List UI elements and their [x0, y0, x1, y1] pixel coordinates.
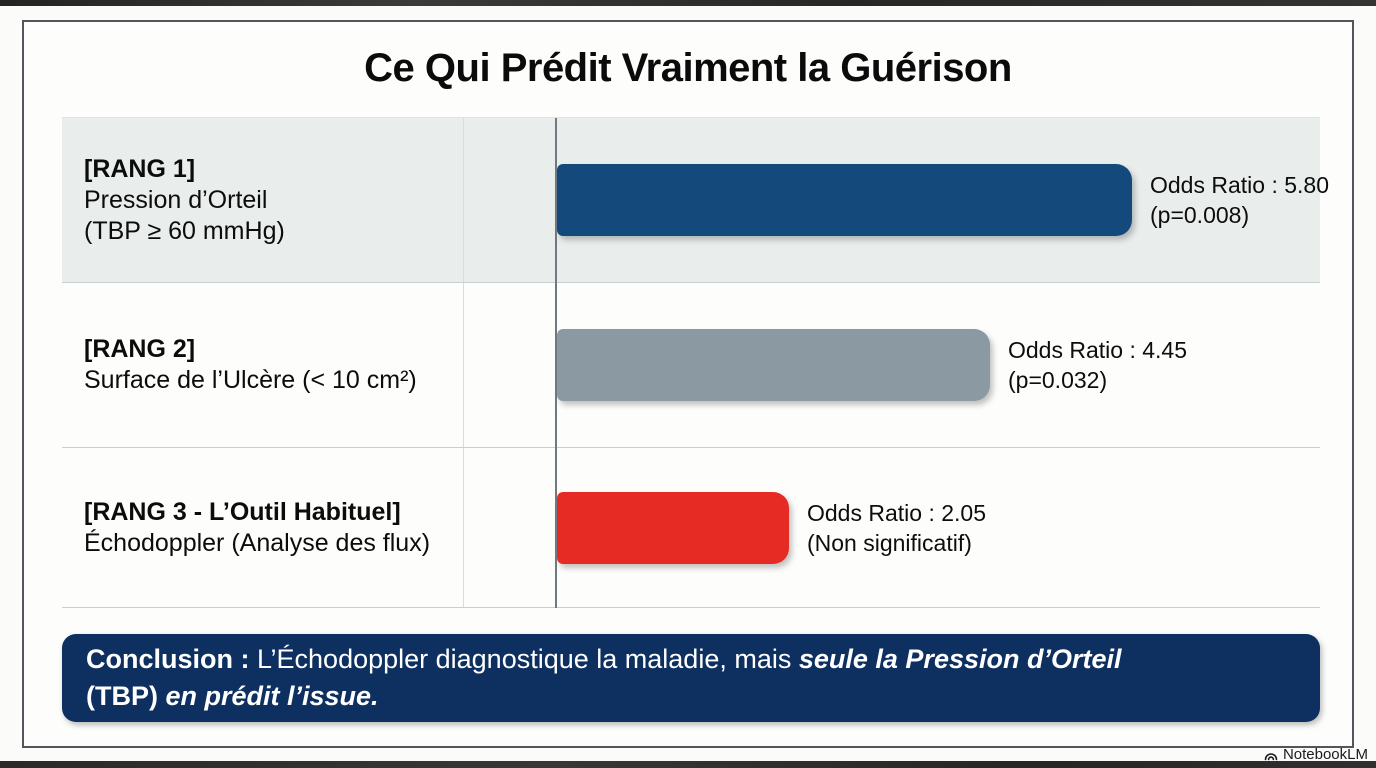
- row-1-value-label: Odds Ratio : 5.80 (p=0.008): [1150, 170, 1329, 230]
- row-3-plot-area: Odds Ratio : 2.05 (Non significatif): [464, 448, 1320, 607]
- row-1-name-line-1: Pression d’Orteil: [84, 185, 268, 214]
- row-1-bar: [557, 164, 1132, 236]
- watermark-label: NotebookLM: [1282, 746, 1368, 763]
- row-2-rank: [RANG 2]: [84, 335, 196, 363]
- row-2-significance: (p=0.032): [1008, 367, 1108, 393]
- conclusion-line-1: Conclusion : L’Échodoppler diagnostique …: [86, 644, 1122, 674]
- row-3-bar: [557, 491, 789, 564]
- chart-baseline-axis: [555, 118, 557, 608]
- row-2-plot-area: Odds Ratio : 4.45 (p=0.032): [464, 283, 1320, 447]
- row-1-plot-area: Odds Ratio : 5.80 (p=0.008): [464, 118, 1329, 282]
- row-2-category-label: [RANG 2] Surface de l’Ulcère (< 10 cm²): [62, 283, 464, 447]
- row-2-odds-ratio: Odds Ratio : 4.45: [1008, 337, 1187, 363]
- row-3-name-line-1: Échodoppler (Analyse des flux): [84, 528, 431, 557]
- page-title: Ce Qui Prédit Vraiment la Guérison: [364, 46, 1012, 90]
- watermark: NotebookLM: [1263, 746, 1368, 763]
- row-3-significance: (Non significatif): [807, 529, 972, 556]
- row-3-category-label: [RANG 3 - L’Outil Habituel] Échodoppler …: [62, 448, 464, 607]
- chart-row-rang-1: [RANG 1] Pression d’Orteil (TBP ≥ 60 mmH…: [62, 118, 1329, 283]
- chart-row-rang-2: [RANG 2] Surface de l’Ulcère (< 10 cm²) …: [62, 283, 1320, 448]
- bottom-edge-strip: [0, 761, 1376, 768]
- odds-ratio-chart: [RANG 1] Pression d’Orteil (TBP ≥ 60 mmH…: [62, 117, 1329, 608]
- row-1-significance: (p=0.008): [1150, 202, 1250, 228]
- conclusion-box: Conclusion : L’Échodoppler diagnostique …: [62, 634, 1320, 722]
- row-2-bar: [557, 329, 990, 401]
- row-1-rank: [RANG 1]: [84, 154, 196, 183]
- row-3-odds-ratio: Odds Ratio : 2.05: [807, 499, 986, 526]
- row-1-category-label: [RANG 1] Pression d’Orteil (TBP ≥ 60 mmH…: [62, 118, 464, 282]
- conclusion-line-2: (TBP) en prédit l’issue.: [86, 681, 379, 711]
- row-1-name-line-2: (TBP ≥ 60 mmHg): [84, 216, 285, 245]
- row-3-value-label: Odds Ratio : 2.05 (Non significatif): [807, 498, 986, 558]
- top-edge-strip: [0, 0, 1376, 6]
- chart-row-rang-3: [RANG 3 - L’Outil Habituel] Échodoppler …: [62, 448, 1320, 608]
- row-3-rank: [RANG 3 - L’Outil Habituel]: [84, 497, 401, 526]
- slide-frame: Ce Qui Prédit Vraiment la Guérison [RANG…: [22, 20, 1354, 748]
- row-1-odds-ratio: Odds Ratio : 5.80: [1150, 172, 1329, 198]
- notebooklm-logo-icon: [1263, 747, 1279, 763]
- row-2-name-line-1: Surface de l’Ulcère (< 10 cm²): [84, 366, 417, 394]
- row-2-value-label: Odds Ratio : 4.45 (p=0.032): [1008, 335, 1187, 395]
